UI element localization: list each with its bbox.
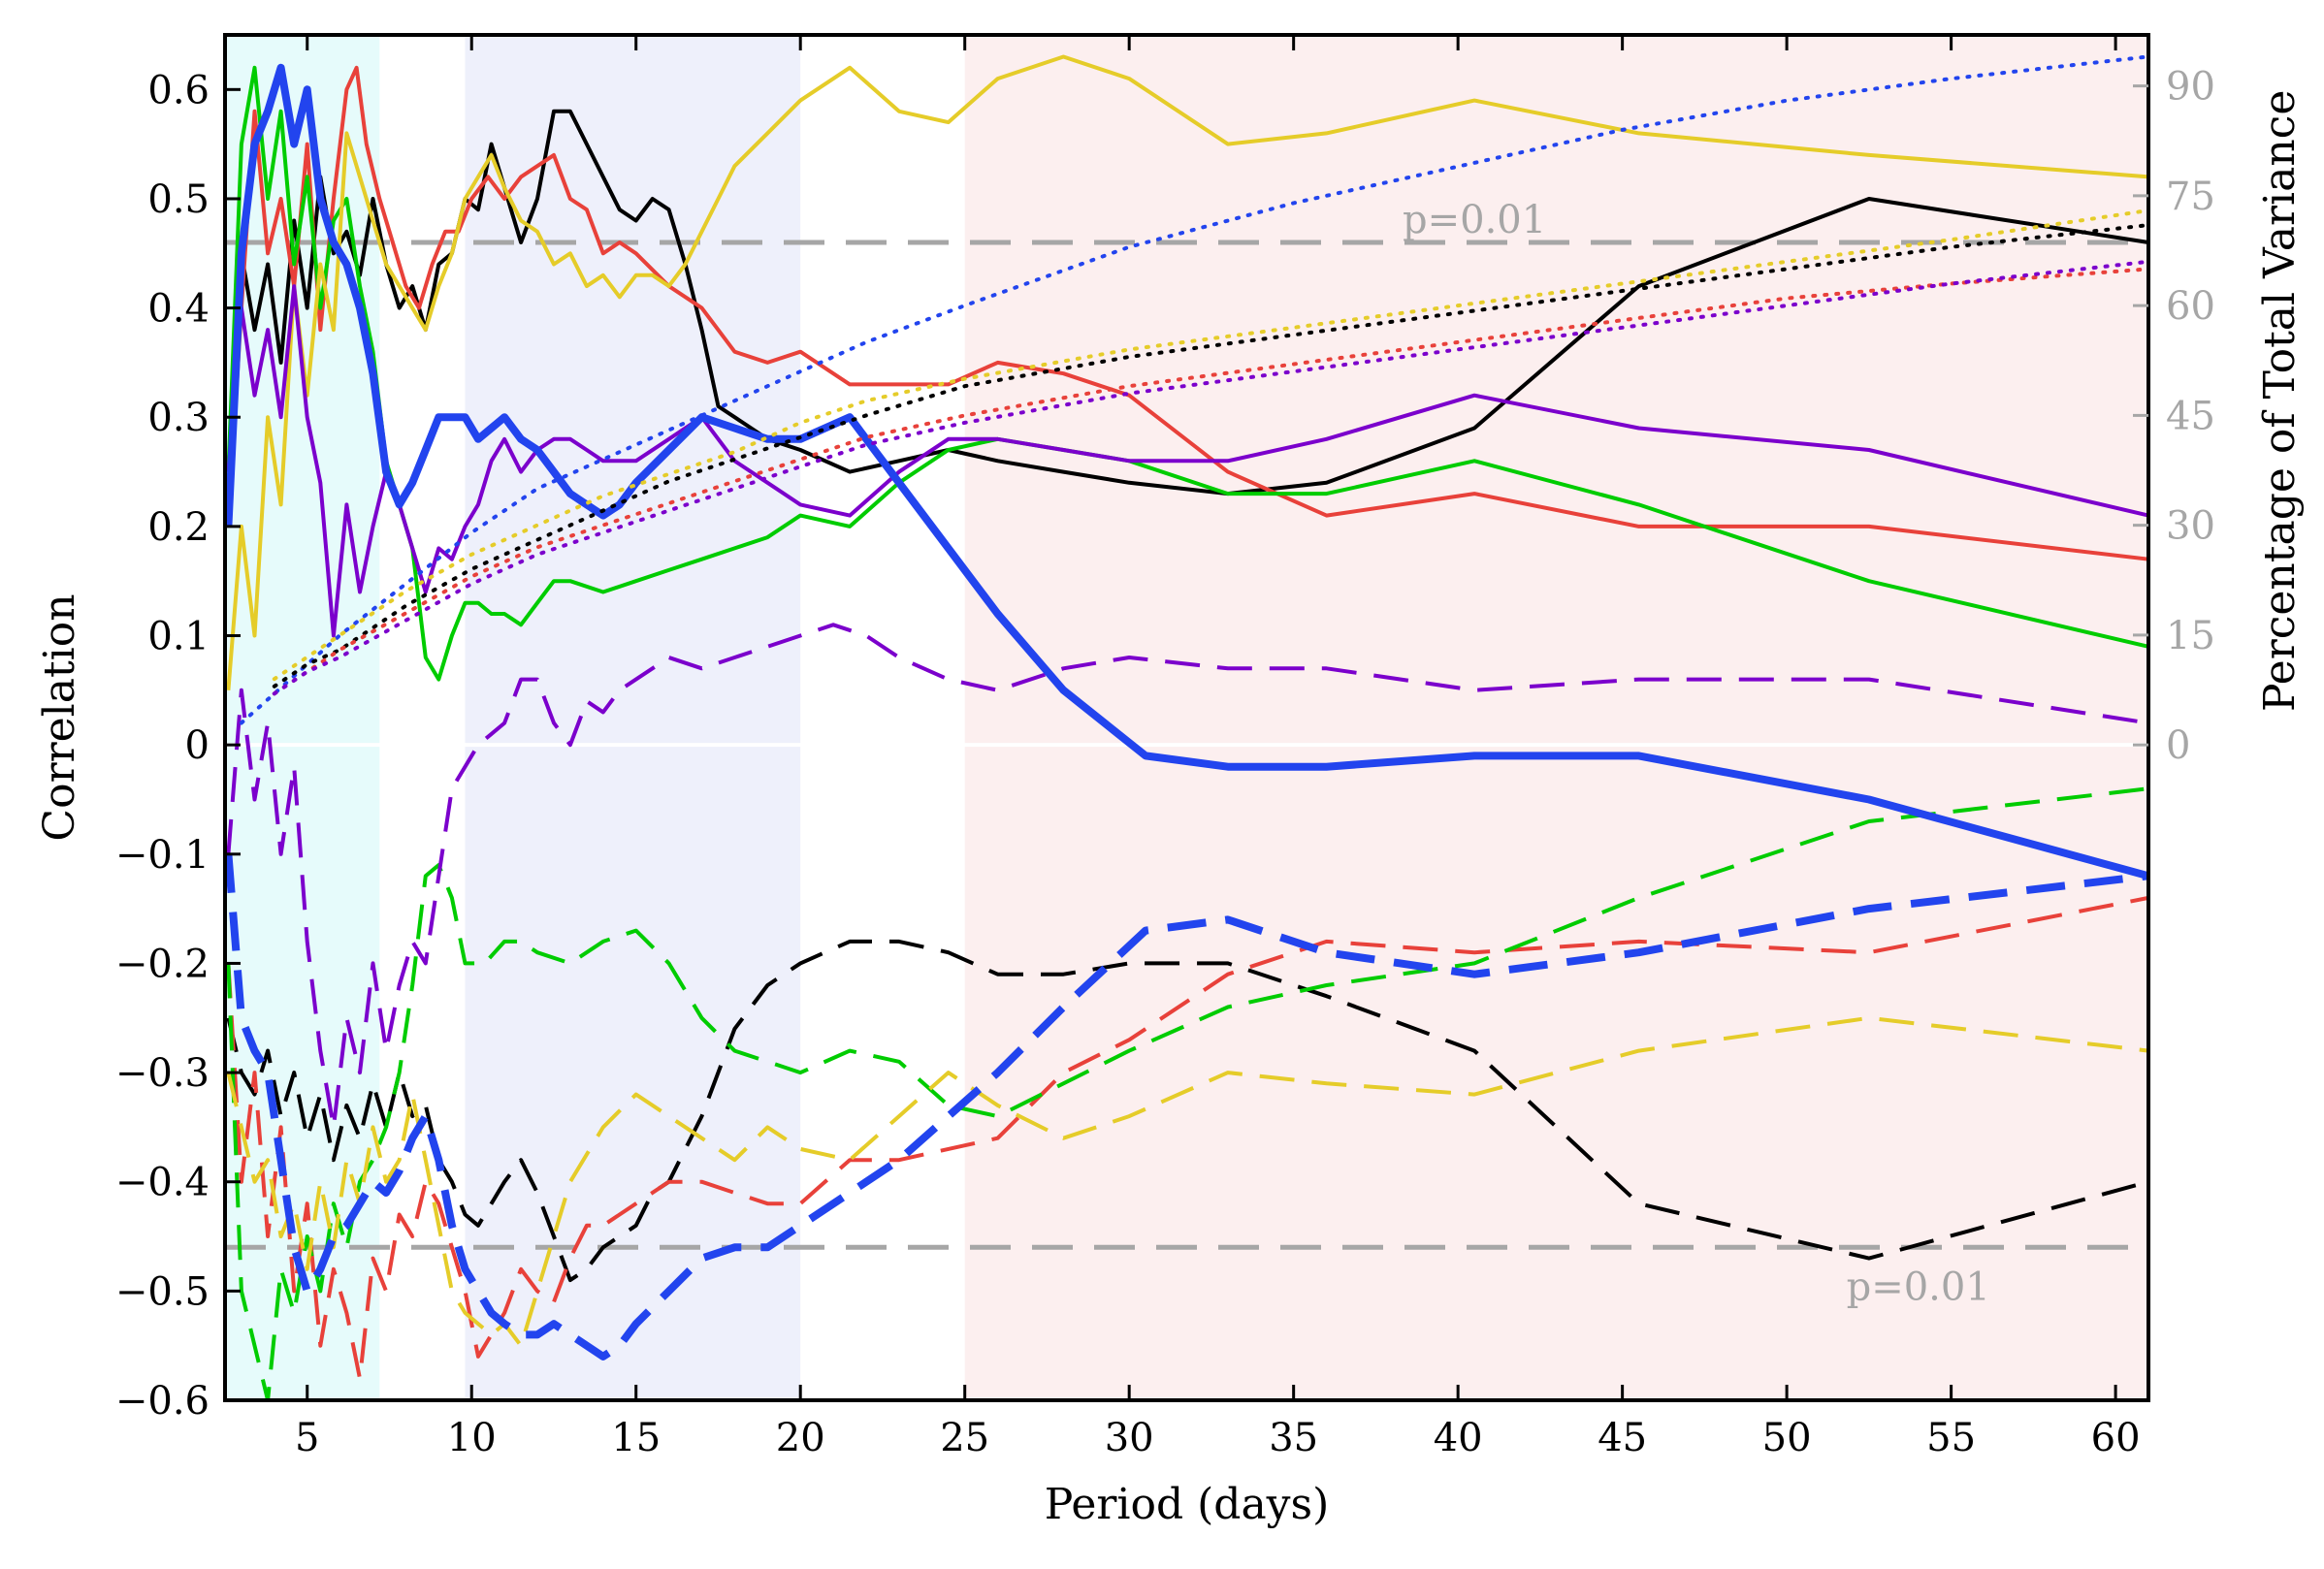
y-tick-label: 0.5 bbox=[147, 177, 210, 222]
y-tick-label: 0.4 bbox=[147, 287, 210, 332]
y-tick-label: 0.2 bbox=[147, 505, 210, 550]
y2-axis-title: Percentage of Total Variance bbox=[2255, 90, 2305, 712]
shaded-band-2 bbox=[964, 35, 2148, 1400]
series-line-7-dashed bbox=[226, 1015, 2149, 1348]
y-tick-label: 0.6 bbox=[147, 68, 210, 112]
x-tick-label: 55 bbox=[1926, 1416, 1976, 1460]
y-tick-label: −0.4 bbox=[115, 1161, 210, 1205]
x-tick-label: 20 bbox=[776, 1416, 825, 1460]
y-tick-label: −0.3 bbox=[115, 1051, 210, 1096]
y2-tick-label: 60 bbox=[2166, 284, 2215, 329]
y-tick-label: 0 bbox=[185, 723, 210, 768]
series-line-5-dashed bbox=[226, 786, 2149, 1402]
series-line-16-dotted bbox=[272, 259, 2150, 696]
series-lines bbox=[224, 54, 2150, 1402]
tick-marks bbox=[225, 35, 2148, 1402]
x-axis-title: Period (days) bbox=[1045, 1480, 1330, 1529]
x-tick-label: 45 bbox=[1598, 1416, 1647, 1460]
y-tick-label: 0.3 bbox=[147, 396, 210, 440]
x-tick-label: 25 bbox=[940, 1416, 989, 1460]
series-line-10-solid bbox=[224, 63, 2150, 881]
significance-upper-label: p=0.01 bbox=[1403, 198, 1546, 242]
y2-tick-label: 45 bbox=[2166, 394, 2215, 438]
x-tick-label: 50 bbox=[1762, 1416, 1812, 1460]
x-tick-label: 40 bbox=[1434, 1416, 1483, 1460]
x-tick-label: 10 bbox=[447, 1416, 497, 1460]
y-tick-label: −0.2 bbox=[115, 942, 210, 986]
y2-tick-label: 75 bbox=[2166, 175, 2215, 219]
y-tick-label: −0.6 bbox=[115, 1379, 210, 1424]
series-line-15-dotted bbox=[272, 267, 2150, 696]
x-tick-label: 5 bbox=[295, 1416, 319, 1460]
y-tick-label: 0.1 bbox=[147, 615, 210, 659]
series-line-13-dotted bbox=[272, 223, 2150, 688]
series-line-8-solid bbox=[226, 284, 2149, 638]
series-line-12-dotted bbox=[239, 54, 2150, 725]
y-tick-label: −0.5 bbox=[115, 1269, 210, 1314]
x-tick-label: 60 bbox=[2091, 1416, 2141, 1460]
y-tick-label: −0.1 bbox=[115, 833, 210, 878]
x-tick-label: 30 bbox=[1105, 1416, 1154, 1460]
shaded-bands bbox=[225, 35, 2148, 1400]
y2-tick-label: 90 bbox=[2166, 65, 2215, 110]
plot-frame bbox=[223, 33, 2150, 1402]
series-line-6-solid bbox=[226, 54, 2149, 690]
significance-lower-label: p=0.01 bbox=[1847, 1265, 1990, 1309]
series-line-11-dashed bbox=[224, 853, 2149, 1361]
tick-labels: 5 10 15 20 25 30 35 40 45 50 55 60 0.6 0.5 0.4 0.3 0.2 0.… bbox=[115, 65, 2215, 1460]
y-axis-title: Correlation bbox=[35, 593, 84, 841]
y2-tick-label: 30 bbox=[2166, 504, 2215, 549]
series-line-3-dashed bbox=[226, 895, 2149, 1381]
x-tick-label: 35 bbox=[1269, 1416, 1318, 1460]
y2-tick-label: 0 bbox=[2166, 723, 2190, 768]
shaded-band-1 bbox=[465, 35, 801, 1400]
x-tick-label: 15 bbox=[611, 1416, 661, 1460]
y2-tick-label: 15 bbox=[2166, 614, 2215, 658]
series-line-1-dashed bbox=[226, 939, 2149, 1283]
significance-lines bbox=[225, 240, 2148, 1250]
series-line-9-dashed bbox=[226, 623, 2149, 1130]
series-line-14-dotted bbox=[272, 208, 2150, 682]
